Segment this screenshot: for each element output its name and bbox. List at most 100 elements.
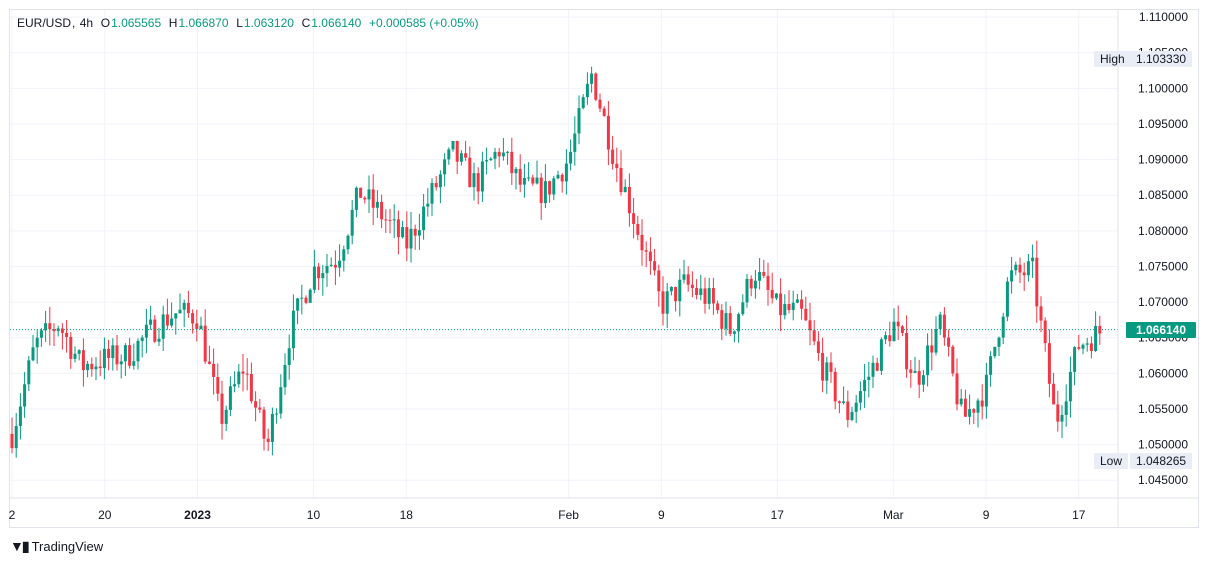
candles xyxy=(10,66,1118,458)
candle-body xyxy=(111,345,115,359)
candle xyxy=(451,140,455,152)
candle xyxy=(212,348,216,395)
candle-body xyxy=(682,274,686,280)
candle xyxy=(791,290,795,321)
candle-body xyxy=(829,362,833,372)
candle xyxy=(1068,356,1072,418)
symbol-label[interactable]: EUR/USD xyxy=(17,16,72,30)
candle-body xyxy=(1052,383,1056,405)
candle xyxy=(644,241,648,268)
price-tick-label: 1.055000 xyxy=(1138,402,1188,416)
candle xyxy=(396,210,400,255)
candle-body xyxy=(506,151,510,153)
candle xyxy=(695,279,699,300)
candle-body xyxy=(144,324,148,338)
price-axis[interactable]: 1.0450001.0500001.0550001.0600001.065000… xyxy=(1117,9,1188,527)
candle xyxy=(233,371,237,393)
candle xyxy=(157,327,161,346)
candle-body xyxy=(955,373,959,405)
candle-body xyxy=(405,227,409,249)
candle-body xyxy=(514,168,518,174)
candle xyxy=(346,234,350,255)
time-tick-label: Feb xyxy=(558,508,579,522)
candle-body xyxy=(182,302,186,310)
candle-body xyxy=(31,347,35,361)
candle-body xyxy=(220,393,224,424)
time-axis[interactable]: 2 20 2023 10 18 Feb 9 17 Mar 9 17 xyxy=(9,497,1199,522)
candle xyxy=(178,293,182,314)
candle-body xyxy=(149,319,153,325)
candle-body xyxy=(1022,272,1026,276)
candle-body xyxy=(65,332,69,337)
candle xyxy=(438,170,442,204)
candle-body xyxy=(888,335,892,342)
candle xyxy=(1085,337,1089,352)
candle xyxy=(846,390,850,428)
candle xyxy=(535,160,539,185)
candle-body xyxy=(325,266,329,274)
candle xyxy=(867,361,871,398)
candle xyxy=(686,266,690,292)
candle xyxy=(661,276,665,326)
candle-body xyxy=(186,302,190,314)
candle xyxy=(783,294,787,320)
candle-body xyxy=(422,206,426,231)
candle-body xyxy=(921,375,925,385)
candle-body xyxy=(228,386,232,410)
candle xyxy=(863,363,867,408)
candle-body xyxy=(455,140,459,162)
candle xyxy=(476,167,480,205)
candle-body xyxy=(522,178,526,185)
candle-body xyxy=(312,266,316,290)
candle xyxy=(39,328,43,347)
candle xyxy=(380,194,384,229)
candle-body xyxy=(758,272,762,281)
candle xyxy=(518,154,522,193)
candle xyxy=(220,380,224,440)
candle xyxy=(510,137,514,185)
candle xyxy=(594,72,598,102)
candle xyxy=(770,272,774,304)
candle-body xyxy=(426,203,430,207)
chart-frame[interactable] xyxy=(9,9,1199,528)
open-value: 1.065565 xyxy=(111,16,162,30)
tradingview-logo[interactable]: ▼▮ TradingView xyxy=(10,538,103,555)
candle xyxy=(1031,244,1035,278)
candle-body xyxy=(430,183,434,204)
candle-body xyxy=(879,339,883,371)
candle xyxy=(312,249,316,294)
candle xyxy=(833,367,837,410)
candle xyxy=(674,286,678,312)
candle-body xyxy=(1031,257,1035,262)
candle xyxy=(291,294,295,361)
candle xyxy=(401,220,405,239)
candle xyxy=(1077,334,1081,351)
candle-body xyxy=(812,330,816,342)
candle-body xyxy=(459,153,463,162)
candle-body xyxy=(237,371,241,385)
candle-body xyxy=(464,153,468,158)
candle-body xyxy=(661,291,665,314)
price-tick-label: 1.045000 xyxy=(1138,473,1188,487)
candle-body xyxy=(241,371,245,374)
candle-body xyxy=(77,350,81,354)
candle xyxy=(787,290,791,314)
candle-body xyxy=(90,363,94,370)
candle xyxy=(913,356,917,374)
candle xyxy=(207,345,211,365)
candle xyxy=(1035,240,1039,323)
candle-body xyxy=(275,413,279,415)
candle-body xyxy=(493,151,497,159)
price-tick-label: 1.110000 xyxy=(1139,10,1188,24)
candle-body xyxy=(980,400,984,407)
candle xyxy=(1052,372,1056,405)
interval-label[interactable]: 4h xyxy=(79,16,94,30)
high-marker-label: High xyxy=(1094,51,1131,67)
candle-body xyxy=(774,293,778,299)
candle-body xyxy=(417,230,421,236)
candle xyxy=(665,282,669,328)
time-tick-label: 9 xyxy=(658,508,665,522)
candle-body xyxy=(224,409,228,424)
candle xyxy=(711,277,715,315)
